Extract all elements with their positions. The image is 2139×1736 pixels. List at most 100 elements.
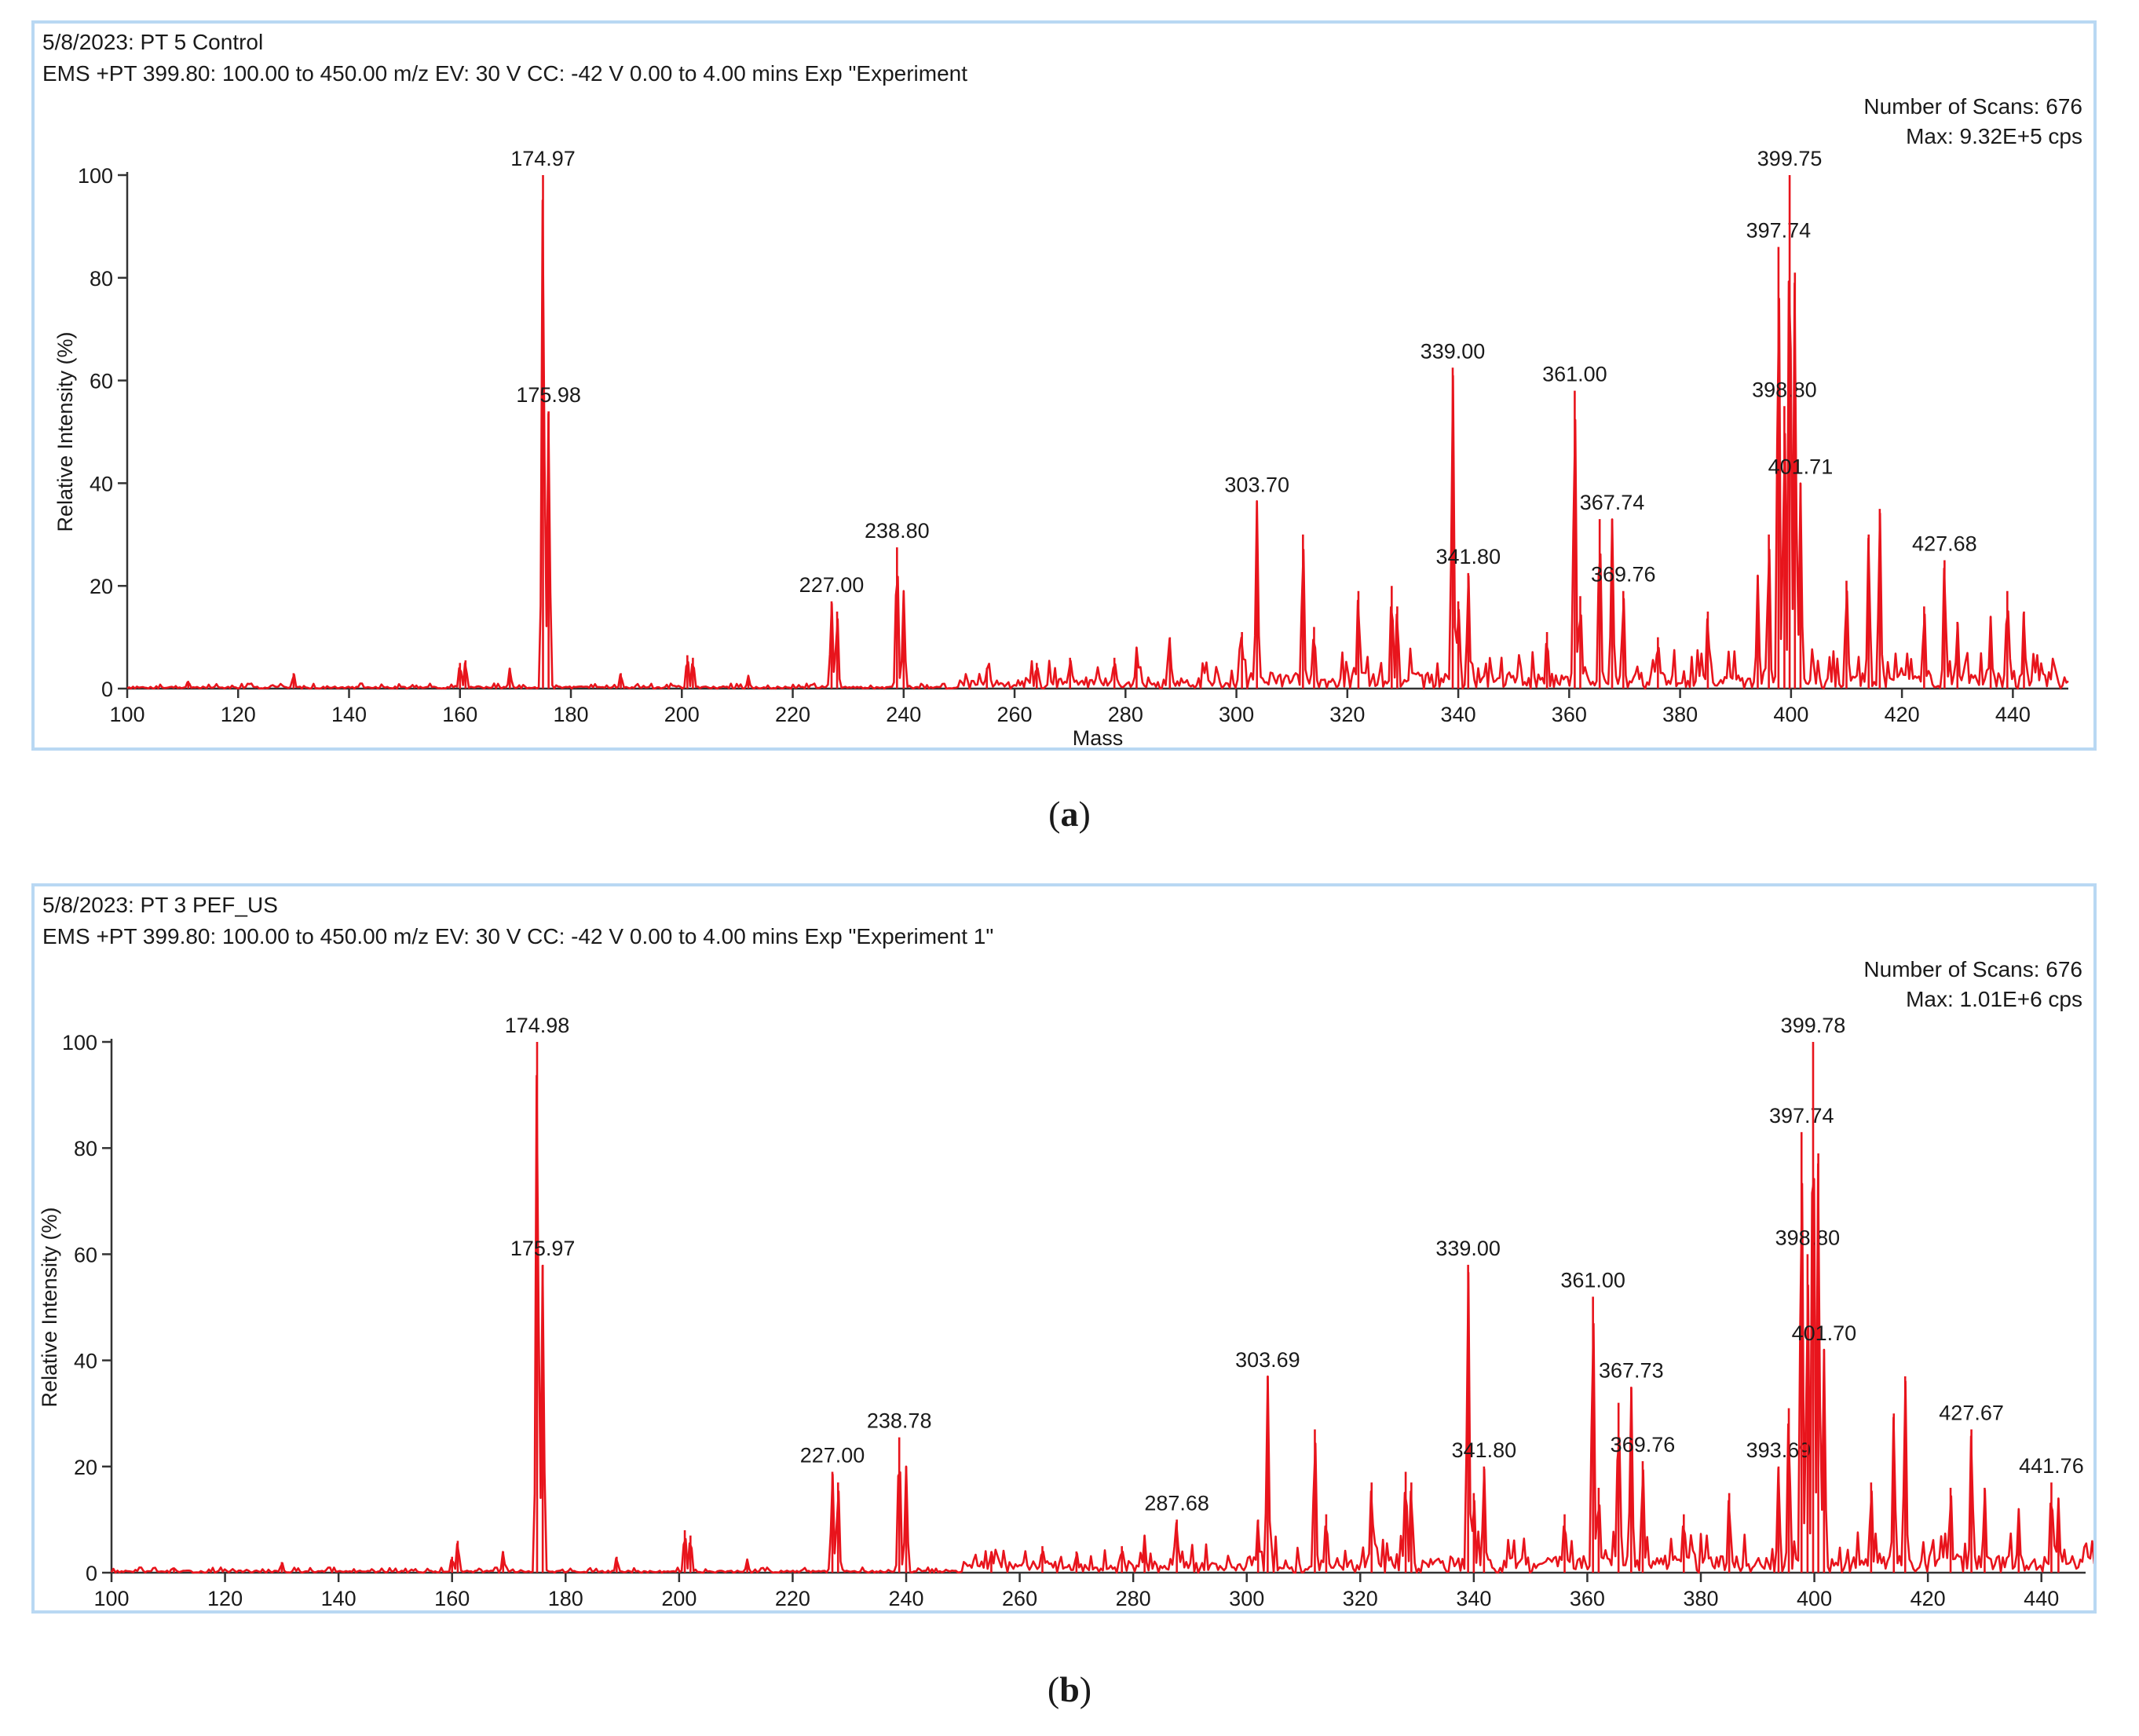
x-tick-label: 240 [886, 703, 921, 726]
peak-label: 398.80 [1752, 378, 1817, 401]
x-tick-label: 220 [775, 1587, 810, 1610]
y-tick-label: 0 [101, 678, 113, 701]
spectrum-trace [110, 1074, 2093, 1574]
x-tick-label: 260 [1002, 1587, 1037, 1610]
x-tick-label: 140 [331, 703, 367, 726]
y-tick-label: 20 [74, 1456, 97, 1479]
y-tick-label: 80 [90, 267, 113, 291]
peak-label: 398.80 [1775, 1226, 1841, 1249]
y-tick-label: 80 [74, 1137, 97, 1160]
x-tick-label: 320 [1329, 703, 1365, 726]
x-tick-label: 280 [1116, 1587, 1151, 1610]
peak-label: 367.73 [1599, 1358, 1664, 1382]
x-tick-label: 340 [1456, 1587, 1491, 1610]
x-tick-label: 360 [1570, 1587, 1605, 1610]
peak-label: 175.98 [516, 383, 581, 407]
x-tick-label: 100 [93, 1587, 129, 1610]
y-tick-label: 100 [78, 164, 113, 188]
x-tick-label: 440 [2024, 1587, 2059, 1610]
x-tick-label: 200 [661, 1587, 697, 1610]
peak-label: 287.68 [1144, 1491, 1209, 1515]
x-tick-label: 420 [1885, 703, 1920, 726]
y-axis-label: Relative Intensity (%) [38, 1207, 61, 1407]
caption-b: (b) [1047, 1669, 1092, 1709]
x-tick-label: 120 [221, 703, 256, 726]
x-tick-label: 380 [1662, 703, 1698, 726]
x-tick-label: 120 [207, 1587, 243, 1610]
y-tick-label: 0 [86, 1562, 97, 1585]
mass-spectrum-plot-a: 0 20 40 60 80 100 100 120 140 160 180 200 220 240 260 2… [53, 147, 2069, 747]
peak-label: 238.78 [867, 1409, 932, 1433]
scan-count: Number of Scans: 676 [1863, 94, 2082, 119]
max-intensity: Max: 1.01E+6 cps [1906, 987, 2082, 1011]
mass-spectrum-plot-b: 0 20 40 60 80 100 100 120 140 160 180 200 220 240 260 2… [38, 1014, 2093, 1610]
x-tick-label: 180 [553, 703, 588, 726]
spectrum-panel-a: 5/8/2023: PT 5 Control EMS +PT 399.80: 1… [31, 20, 2097, 751]
peak-label: 174.98 [505, 1014, 570, 1037]
x-tick-label: 160 [442, 703, 477, 726]
peak-label: 303.70 [1224, 473, 1289, 496]
x-tick-label: 360 [1552, 703, 1587, 726]
y-tick-label: 100 [62, 1031, 97, 1054]
peak-label: 399.78 [1781, 1014, 1846, 1037]
peak-label: 427.67 [1939, 1401, 2004, 1424]
peak-label: 369.76 [1591, 563, 1656, 587]
peak-label: 227.00 [800, 1444, 865, 1467]
peak-label: 238.80 [865, 519, 930, 543]
y-tick-label: 60 [74, 1243, 97, 1266]
x-tick-label: 400 [1773, 703, 1808, 726]
peak-label: 369.76 [1611, 1433, 1676, 1456]
spectrum-panel-b: 5/8/2023: PT 3 PEF_US EMS +PT 399.80: 10… [31, 883, 2097, 1614]
peak-label: 174.97 [510, 147, 576, 170]
caption-a: (a) [1048, 794, 1091, 834]
y-axis-label: Relative Intensity (%) [53, 331, 77, 532]
x-tick-label: 240 [888, 1587, 923, 1610]
y-tick-label: 20 [90, 575, 113, 598]
x-tick-label: 140 [321, 1587, 356, 1610]
x-tick-label: 220 [775, 703, 810, 726]
x-tick-label: 420 [1910, 1587, 1946, 1610]
y-tick-label: 40 [74, 1350, 97, 1373]
peak-label: 427.68 [1912, 532, 1977, 556]
x-tick-label: 320 [1343, 1587, 1378, 1610]
y-tick-label: 60 [90, 370, 113, 393]
x-tick-label: 300 [1229, 1587, 1264, 1610]
peak-label: 341.80 [1436, 545, 1501, 568]
sample-title: 5/8/2023: PT 5 Control [42, 30, 264, 54]
x-tick-label: 100 [109, 703, 144, 726]
peak-label: 361.00 [1560, 1268, 1625, 1292]
y-tick-label: 40 [90, 472, 113, 495]
x-tick-label: 200 [664, 703, 700, 726]
peak-label: 339.00 [1421, 339, 1486, 363]
acquisition-info: EMS +PT 399.80: 100.00 to 450.00 m/z EV:… [42, 61, 968, 86]
x-tick-label: 380 [1683, 1587, 1718, 1610]
sample-title: 5/8/2023: PT 3 PEF_US [42, 893, 278, 917]
peak-label: 401.70 [1792, 1321, 1857, 1345]
x-tick-label: 440 [1995, 703, 2031, 726]
scan-count: Number of Scans: 676 [1863, 957, 2082, 981]
x-tick-label: 340 [1441, 703, 1476, 726]
peak-label: 303.69 [1235, 1348, 1300, 1372]
peak-label: 339.00 [1435, 1237, 1501, 1260]
peak-label: 175.97 [510, 1237, 576, 1260]
x-tick-label: 400 [1797, 1587, 1832, 1610]
x-tick-label: 300 [1219, 703, 1254, 726]
spectrum-trace [126, 199, 2069, 690]
acquisition-info: EMS +PT 399.80: 100.00 to 450.00 m/z EV:… [42, 924, 994, 948]
peak-label: 397.74 [1746, 219, 1812, 243]
peak-label: 393.69 [1746, 1438, 1812, 1462]
peak-label: 401.71 [1768, 455, 1834, 478]
x-tick-label: 180 [548, 1587, 583, 1610]
peak-label: 367.74 [1580, 491, 1645, 514]
max-intensity: Max: 9.32E+5 cps [1906, 124, 2082, 148]
x-axis-label: Mass [1073, 726, 1124, 747]
peak-label: 441.76 [2019, 1454, 2084, 1478]
peak-label: 341.80 [1452, 1438, 1517, 1462]
peak-label: 361.00 [1542, 363, 1607, 386]
x-tick-label: 280 [1108, 703, 1143, 726]
x-tick-label: 160 [434, 1587, 470, 1610]
peak-label: 227.00 [799, 573, 865, 597]
peak-label: 399.75 [1757, 147, 1823, 170]
x-tick-label: 260 [997, 703, 1033, 726]
peak-label: 397.74 [1769, 1104, 1834, 1127]
